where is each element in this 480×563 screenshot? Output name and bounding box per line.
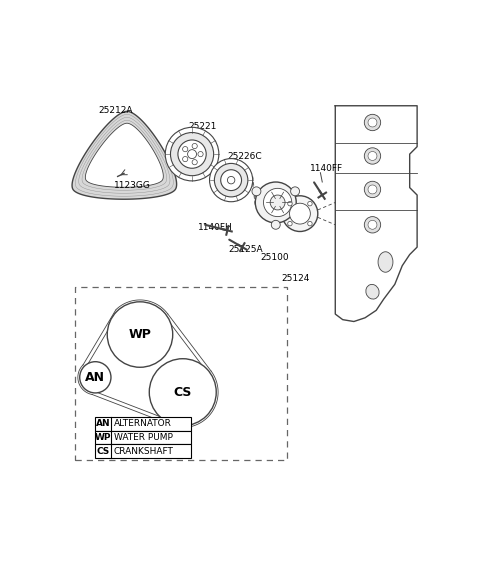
Text: 25100: 25100 [260, 253, 289, 262]
Circle shape [255, 182, 296, 223]
Circle shape [368, 151, 377, 160]
Circle shape [252, 187, 261, 196]
Circle shape [228, 176, 235, 184]
Text: 25124: 25124 [281, 274, 310, 283]
Circle shape [80, 361, 111, 393]
Circle shape [264, 189, 292, 217]
Text: 25226C: 25226C [228, 151, 262, 160]
Circle shape [271, 220, 280, 229]
Text: CS: CS [174, 386, 192, 399]
Text: 25212A: 25212A [98, 106, 133, 115]
Circle shape [368, 118, 377, 127]
Circle shape [289, 203, 311, 224]
Circle shape [270, 195, 285, 210]
Text: AN: AN [96, 419, 110, 428]
Text: CS: CS [96, 446, 110, 455]
Circle shape [149, 359, 216, 426]
Circle shape [364, 217, 381, 233]
Circle shape [198, 151, 203, 157]
Text: AN: AN [85, 371, 105, 384]
Circle shape [290, 187, 300, 196]
Text: CRANKSHAFT: CRANKSHAFT [114, 446, 174, 455]
Polygon shape [72, 111, 177, 199]
Polygon shape [85, 123, 163, 187]
Circle shape [282, 196, 318, 231]
Circle shape [215, 163, 248, 197]
Circle shape [178, 140, 206, 168]
Text: ALTERNATOR: ALTERNATOR [114, 419, 172, 428]
Circle shape [182, 157, 188, 162]
Circle shape [165, 127, 219, 181]
Circle shape [368, 185, 377, 194]
Bar [96, 417, 191, 431]
Circle shape [288, 221, 292, 226]
Ellipse shape [366, 284, 379, 299]
Text: 25221: 25221 [188, 122, 216, 131]
Circle shape [288, 202, 292, 206]
Text: WP: WP [95, 433, 111, 442]
Circle shape [368, 220, 377, 229]
Circle shape [192, 159, 197, 165]
Ellipse shape [378, 252, 393, 272]
Circle shape [192, 144, 197, 149]
Circle shape [364, 148, 381, 164]
Circle shape [364, 181, 381, 198]
Circle shape [170, 132, 214, 176]
Circle shape [188, 150, 196, 159]
Circle shape [182, 146, 188, 152]
Text: 1123GG: 1123GG [114, 181, 151, 190]
Circle shape [308, 202, 312, 206]
Circle shape [364, 114, 381, 131]
Bar [96, 431, 191, 444]
Circle shape [107, 302, 173, 367]
Text: WATER PUMP: WATER PUMP [114, 433, 173, 442]
Text: 25125A: 25125A [228, 244, 263, 253]
Circle shape [221, 169, 241, 190]
Bar [96, 444, 191, 458]
Circle shape [210, 159, 252, 202]
Text: 1140FF: 1140FF [310, 164, 343, 173]
FancyBboxPatch shape [75, 287, 287, 460]
Circle shape [308, 221, 312, 226]
Text: 1140FH: 1140FH [198, 224, 232, 233]
Text: WP: WP [129, 328, 151, 341]
